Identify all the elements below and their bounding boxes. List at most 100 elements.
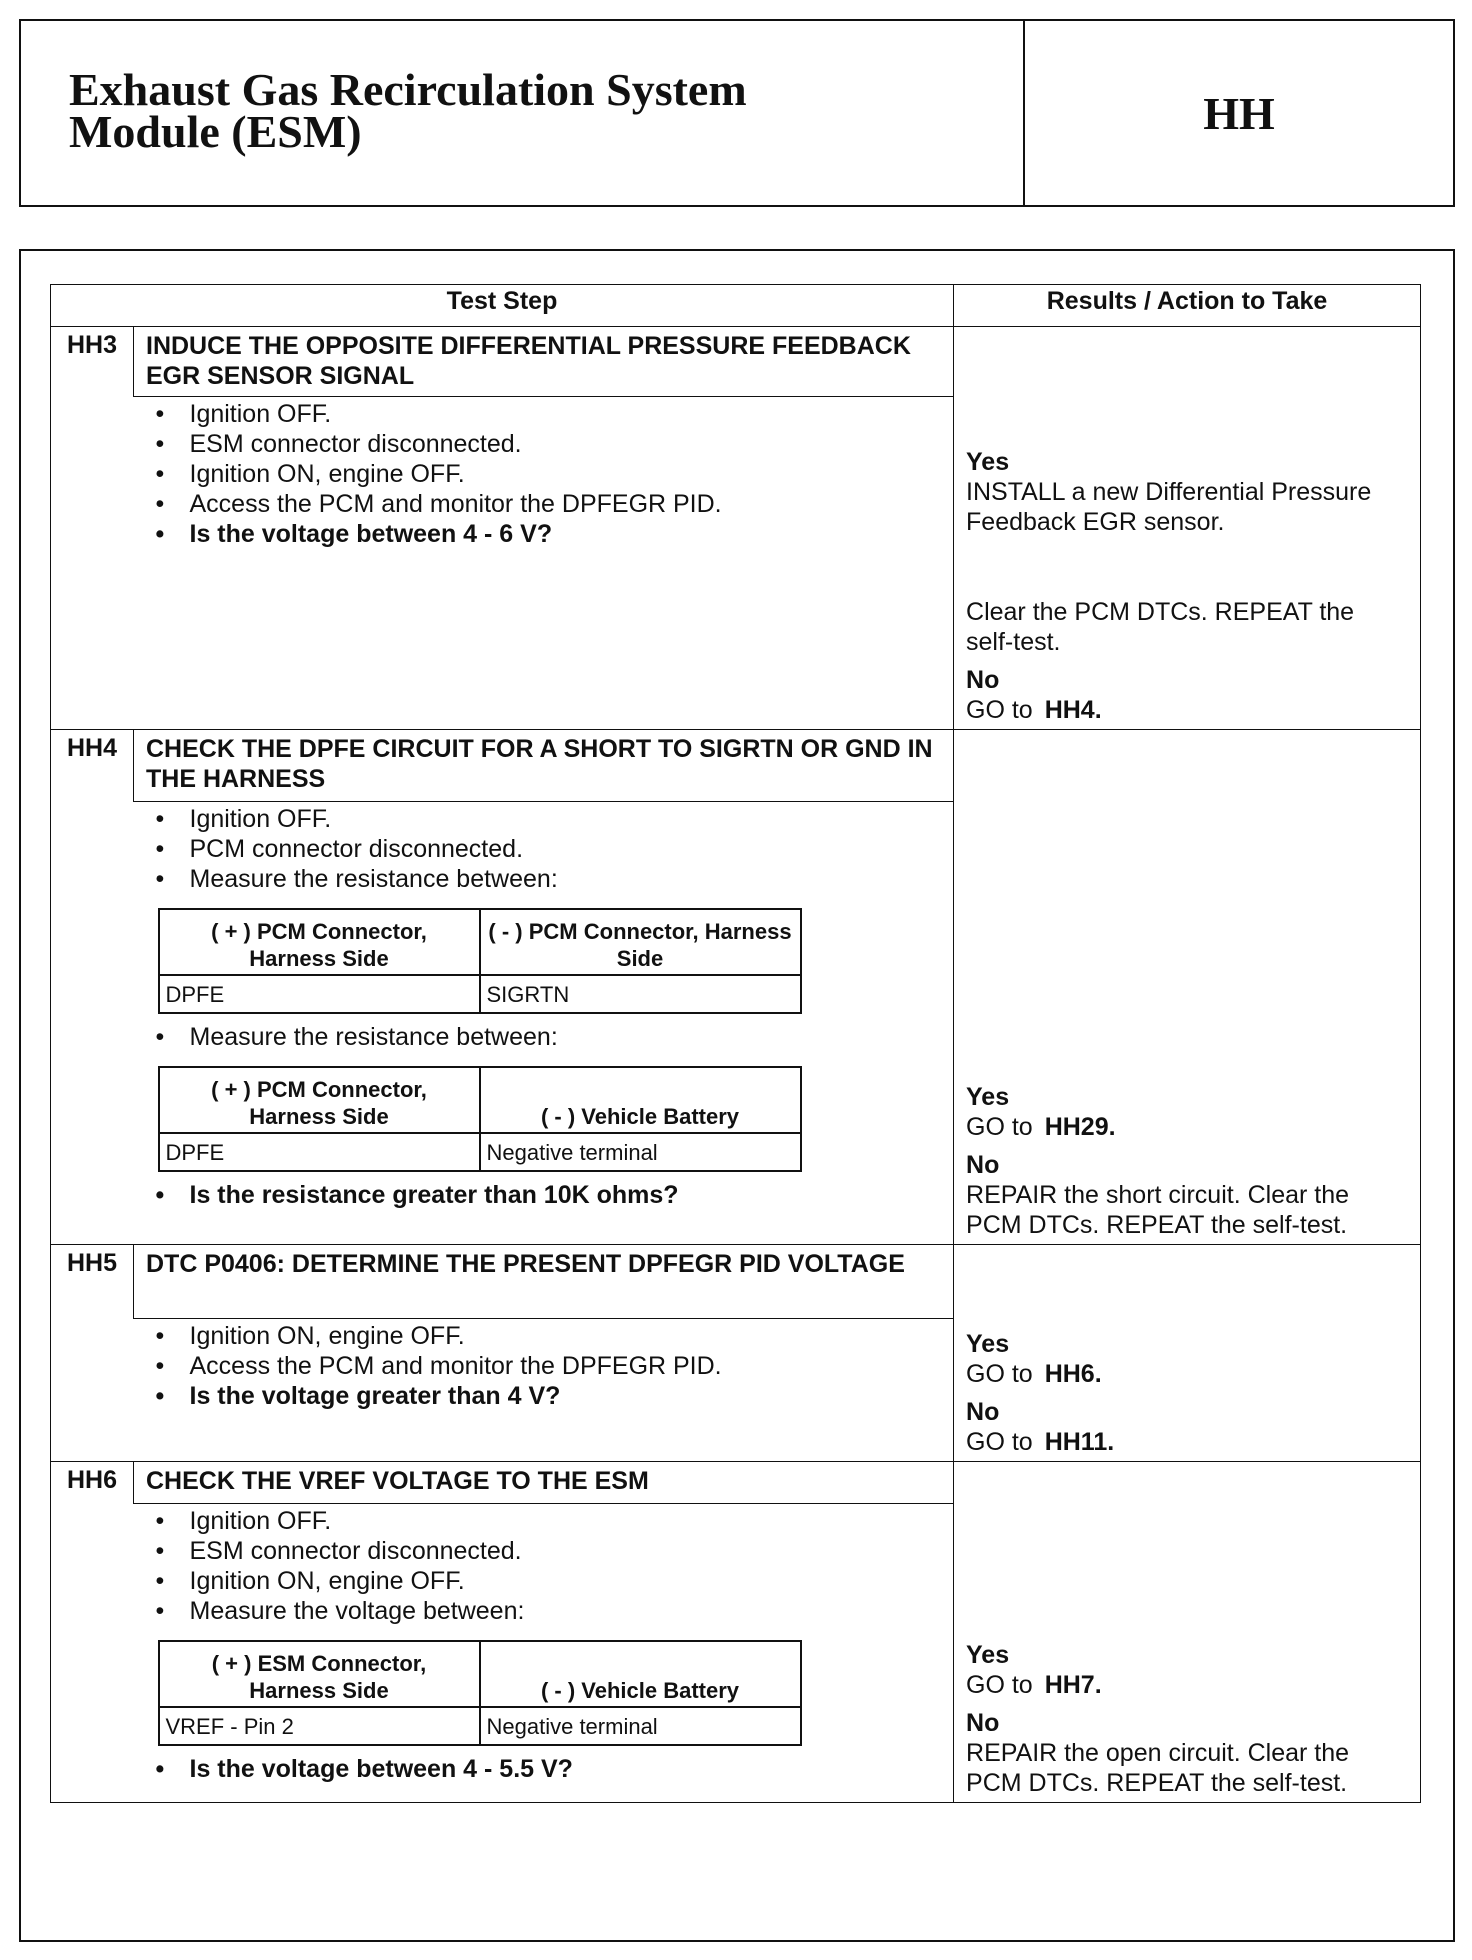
- sub-cell: DPFE: [157, 1132, 481, 1172]
- sub-row: VREF - Pin 2 Negative terminal: [157, 1706, 802, 1746]
- bullet: Ignition OFF.: [146, 1506, 942, 1536]
- column-header: Results / Action to Take: [953, 284, 1422, 327]
- step-title: DTC P0406: DETERMINE THE PRESENT DPFEGR …: [132, 1244, 955, 1319]
- result-action: GO to: [966, 1113, 1033, 1141]
- sub-cell: VREF - Pin 2: [157, 1706, 481, 1746]
- result-label: No: [966, 1398, 1000, 1426]
- step-id: HH4: [50, 729, 134, 802]
- sub-cell: Negative terminal: [478, 1706, 802, 1746]
- bullet: Ignition OFF.: [146, 399, 942, 429]
- step-id: HH5: [50, 1244, 134, 1319]
- sub-row: DPFE Negative terminal: [157, 1132, 802, 1172]
- result-ref: HH29.: [1044, 1113, 1116, 1141]
- bullet: PCM connector disconnected.: [146, 834, 942, 864]
- result-label: No: [966, 1709, 1000, 1737]
- question: Is the voltage between 4 - 6 V?: [146, 519, 942, 549]
- result-text: INSTALL a new Differential Pressure Feed…: [966, 477, 1408, 537]
- sub-header-cell: ( + ) ESM Connector, Harness Side: [157, 1640, 481, 1708]
- result-text: REPAIR the short circuit. Clear the PCM …: [966, 1180, 1408, 1240]
- step-id: HH3: [50, 326, 134, 397]
- sub-table: ( + ) PCM Connector, Harness Side( - ) V…: [157, 1066, 802, 1172]
- result-text: REPAIR the open circuit. Clear the PCM D…: [966, 1738, 1408, 1798]
- step-title-row: HH3 INDUCE THE OPPOSITE DIFFERENTIAL PRES…: [50, 326, 1422, 730]
- frame: [19, 249, 1455, 1942]
- result-label: Yes: [966, 448, 1010, 476]
- sub-header-cell: ( - ) PCM Connector, Harness Side: [478, 908, 802, 976]
- sub-cell: SIGRTN: [478, 974, 802, 1014]
- question: Is the voltage between 4 - 5.5 V?: [146, 1754, 942, 1784]
- section-code: HH: [1203, 87, 1275, 139]
- sub-row: DPFE SIGRTN: [157, 974, 802, 1014]
- step-title: CHECK THE VREF VOLTAGE TO THE ESM: [132, 1461, 955, 1504]
- results: Yes GO to HH29. No REPAIR the short circuit.…: [953, 729, 1422, 1245]
- results: Yes GO to HH7. No REPAIR the open circuit. C…: [953, 1461, 1422, 1803]
- sub-header-cell: ( - ) Vehicle Battery: [478, 1066, 802, 1134]
- column-header: Test Step: [49, 284, 955, 327]
- step-body-row: Ignition ON, engine OFF.Access the PCM a…: [50, 1318, 1421, 1462]
- result-action: INSTALL a new Differential Pressure Feed…: [966, 478, 1372, 536]
- result-action: GO to: [966, 1671, 1033, 1699]
- bullet: Measure the resistance between:: [146, 864, 942, 894]
- bullet: ESM connector disconnected.: [146, 1536, 942, 1566]
- result-ref: HH7.: [1044, 1671, 1102, 1699]
- bullet: Ignition ON, engine OFF.: [146, 1566, 942, 1596]
- result-label: No: [966, 666, 1000, 694]
- sub-head: ( + ) ESM Connector, Harness Side( - ) V…: [157, 1640, 802, 1708]
- result-text: GO to HH29.: [966, 1112, 1408, 1142]
- sub-cell: DPFE: [157, 974, 481, 1014]
- step-title-row: HH4 CHECK THE DPFE CIRCUIT FOR A SHORT TO…: [50, 729, 1422, 1245]
- result-note: Clear the PCM DTCs. REPEAT the self-test…: [966, 598, 1355, 656]
- bullet: Ignition OFF.: [146, 804, 942, 834]
- bullet: Access the PCM and monitor the DPFEGR PI…: [146, 489, 942, 519]
- step-body-row: Ignition OFF.ESM connector disconnected.…: [50, 1503, 1421, 1803]
- result-label: Yes: [966, 1641, 1010, 1669]
- step-body: Ignition ON, engine OFF.Access the PCM a…: [133, 1318, 955, 1462]
- result-label: No: [966, 1151, 1000, 1179]
- id-spacer: [50, 801, 134, 1245]
- result-action: GO to: [966, 696, 1033, 724]
- result-action: GO to: [966, 1360, 1033, 1388]
- result-text: GO to HH6.: [966, 1359, 1408, 1389]
- id-spacer: [50, 1318, 134, 1462]
- sub-header-cell: ( + ) PCM Connector, Harness Side: [157, 908, 481, 976]
- id-spacer: [50, 1503, 134, 1803]
- id-spacer: [50, 396, 134, 730]
- title-line: Exhaust Gas Recirculation System: [69, 64, 747, 115]
- result-action: REPAIR the open circuit. Clear the PCM D…: [966, 1739, 1350, 1797]
- step-body: Ignition OFF.ESM connector disconnected.…: [133, 1503, 955, 1803]
- step-body-row: Ignition OFF.PCM connector disconnected.…: [50, 801, 1421, 1245]
- result-ref: HH4.: [1044, 696, 1102, 724]
- bullet: Ignition ON, engine OFF.: [146, 459, 942, 489]
- sub-head: ( + ) PCM Connector, Harness Side( - ) P…: [157, 908, 802, 976]
- bullet: Measure the resistance between:: [146, 1022, 942, 1052]
- question: Is the resistance greater than 10K ohms?: [146, 1180, 942, 1210]
- header-title: Exhaust Gas Recirculation System Module …: [69, 64, 747, 155]
- results: Yes GO to HH6. No GO to HH11.: [953, 1244, 1422, 1462]
- result-action: GO to: [966, 1428, 1033, 1456]
- step-title-row: HH6 CHECK THE VREF VOLTAGE TO THE ESM Yes G…: [50, 1461, 1422, 1803]
- bullet: ESM connector disconnected.: [146, 429, 942, 459]
- step-title-row: HH5 DTC P0406: DETERMINE THE PRESENT DPFE…: [50, 1244, 1422, 1462]
- result-label: Yes: [966, 1330, 1010, 1358]
- result-text: GO to HH11.: [966, 1427, 1408, 1457]
- result-ref: HH6.: [1044, 1360, 1102, 1388]
- bullet: Access the PCM and monitor the DPFEGR PI…: [146, 1351, 942, 1381]
- result-action: REPAIR the short circuit. Clear the PCM …: [966, 1181, 1350, 1239]
- step-title: CHECK THE DPFE CIRCUIT FOR A SHORT TO SI…: [132, 729, 955, 802]
- question: Is the voltage greater than 4 V?: [146, 1381, 942, 1411]
- sub-table: ( + ) ESM Connector, Harness Side( - ) V…: [157, 1640, 802, 1746]
- step-title: INDUCE THE OPPOSITE DIFFERENTIAL PRESSUR…: [132, 326, 955, 397]
- test-table: Test Step Results / Action to Take HH3 IN…: [49, 284, 1422, 1803]
- bullet: Ignition ON, engine OFF.: [146, 1321, 942, 1351]
- result-ref: HH11.: [1044, 1428, 1115, 1456]
- step-body-row: Ignition OFF.ESM connector disconnected.…: [50, 396, 1421, 730]
- sub-table: ( + ) PCM Connector, Harness Side( - ) P…: [157, 908, 802, 1014]
- sub-header-cell: ( - ) Vehicle Battery: [478, 1640, 802, 1708]
- sub-header-cell: ( + ) PCM Connector, Harness Side: [157, 1066, 481, 1134]
- sub-head: ( + ) PCM Connector, Harness Side( - ) V…: [157, 1066, 802, 1134]
- divider: [1023, 21, 1025, 205]
- step-body: Ignition OFF.ESM connector disconnected.…: [133, 396, 955, 730]
- result-text: GO to HH4.: [966, 695, 1408, 725]
- step-body: Ignition OFF.PCM connector disconnected.…: [133, 801, 955, 1245]
